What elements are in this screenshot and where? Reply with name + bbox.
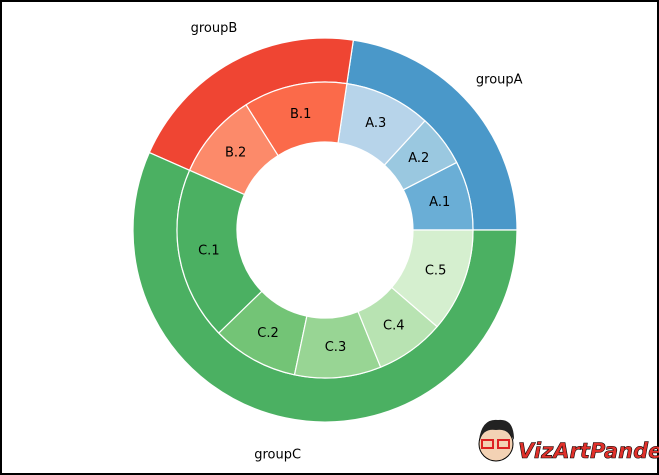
subgroup-wedge-label: C.3 (325, 340, 346, 355)
subgroup-wedge-label: C.4 (383, 318, 404, 333)
subgroup-wedge-label: C.2 (257, 326, 278, 341)
subgroup-wedge-label: A.2 (408, 151, 429, 166)
group-wedge-label: groupB (191, 21, 238, 36)
subgroup-wedge-label: B.2 (225, 145, 246, 160)
subgroup-wedge-label: C.1 (198, 243, 219, 258)
subgroup-wedge (390, 229, 474, 328)
group-wedge-label: groupA (476, 72, 523, 87)
subgroup-wedge-label: A.1 (429, 195, 450, 210)
subgroup-wedge-label: C.5 (425, 264, 446, 279)
watermark: VizArtPandey (518, 439, 659, 463)
subgroup-wedge-label: B.1 (290, 107, 311, 122)
subgroup-wedge-label: A.3 (365, 116, 386, 131)
group-wedge-label: groupC (254, 448, 301, 463)
watermark-icon (478, 419, 514, 462)
